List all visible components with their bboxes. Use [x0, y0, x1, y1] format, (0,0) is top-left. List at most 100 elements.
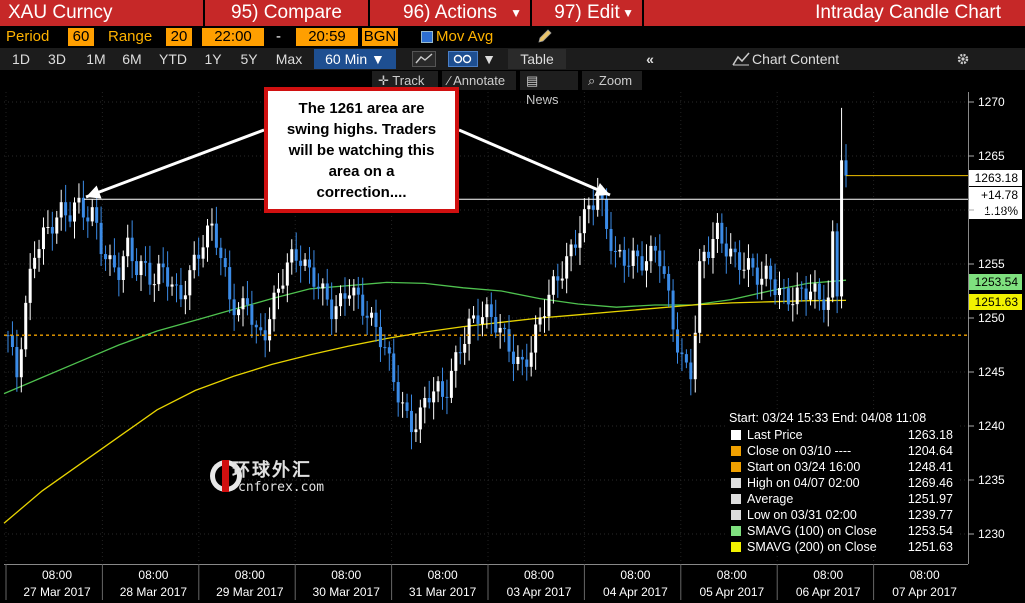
candle-body: [769, 265, 773, 280]
zoom-icon: ⌕: [588, 73, 596, 88]
y-tick-label: 1265: [978, 149, 1005, 163]
candle-body: [152, 284, 156, 286]
candle-body: [166, 267, 170, 287]
tab-1d[interactable]: 1D: [12, 51, 30, 67]
chart-title: Intraday Candle Chart: [644, 0, 1025, 26]
candle-body: [454, 352, 458, 371]
legend-row: SMAVG (200) on Close 1251.63: [729, 539, 955, 555]
table-button[interactable]: Table: [508, 49, 566, 69]
security-field[interactable]: XAU Curncy: [0, 0, 203, 26]
candle-body: [77, 197, 81, 203]
interval-select[interactable]: 60 Min ▼: [314, 49, 396, 69]
candle-body: [95, 207, 99, 223]
actions-menu[interactable]: 96) Actions ▼: [370, 0, 530, 26]
candle-body: [370, 312, 374, 318]
candle-body: [804, 288, 808, 300]
candle-body: [498, 327, 502, 333]
edit-menu[interactable]: 97) Edit ▼: [532, 0, 642, 26]
tab-ytd[interactable]: YTD: [159, 51, 187, 67]
end-time-input[interactable]: 20:59: [296, 28, 358, 46]
range-input[interactable]: 20: [166, 28, 192, 46]
parameter-bar: Period 60 Range 20 22:00 - 20:59 BGN Mov…: [0, 27, 1025, 47]
tab-1y[interactable]: 1Y: [204, 51, 222, 67]
x-tick-time: 08:00: [717, 568, 747, 582]
pct-change-tag: 1.18%: [984, 204, 1018, 218]
watermark: 环球外汇 cnforex.com: [208, 456, 368, 500]
candle-body: [188, 270, 192, 296]
candle-body: [343, 293, 347, 299]
track-tool[interactable]: ✛ Track: [372, 71, 438, 90]
line-chart-icon[interactable]: [412, 51, 436, 67]
candle-body: [19, 349, 23, 378]
tab-3d[interactable]: 3D: [48, 51, 66, 67]
security-label: XAU Curncy: [8, 2, 113, 23]
candle-body: [383, 347, 387, 349]
candle-body: [143, 261, 147, 263]
candle-body: [507, 329, 511, 352]
annotation-line: will be watching this: [288, 141, 435, 159]
candle-body: [671, 290, 675, 330]
candle-body: [130, 237, 134, 262]
tab-1m[interactable]: 1M: [86, 51, 106, 67]
candle-body: [534, 324, 538, 353]
candle-body: [631, 250, 635, 266]
sma100-tag: 1253.54: [975, 275, 1019, 289]
watermark-brand: 环球外汇: [232, 460, 312, 480]
candle-body: [117, 267, 121, 280]
annotation-line: correction....: [316, 183, 407, 201]
legend-row: SMAVG (100) on Close 1253.54: [729, 523, 955, 539]
candle-body: [28, 268, 32, 303]
period-input[interactable]: 60: [68, 28, 94, 46]
candle-body: [773, 279, 777, 296]
chart-content-button[interactable]: Chart Content: [752, 51, 840, 67]
news-tool[interactable]: ▤ News: [520, 71, 578, 107]
gear-icon[interactable]: [956, 52, 970, 66]
compare-button[interactable]: 95) Compare: [205, 0, 368, 26]
x-tick-time: 08:00: [620, 568, 650, 582]
style-caret-down-icon[interactable]: ▼: [482, 51, 496, 67]
candle-body: [751, 258, 755, 268]
candle-body: [112, 255, 116, 268]
mov-avg-label: Mov Avg: [436, 28, 494, 45]
legend-row: Low on 03/31 02:00 1239.77: [729, 507, 955, 523]
candle-body: [636, 250, 640, 257]
mov-avg-checkbox[interactable]: [421, 31, 433, 43]
tab-max[interactable]: Max: [275, 51, 303, 67]
y-tick-label: 1255: [978, 257, 1005, 271]
candle-body: [108, 255, 112, 260]
annotation-line: area on a: [328, 162, 395, 180]
annotate-tool[interactable]: ⁄ Annotate: [442, 71, 516, 90]
candle-body: [197, 254, 201, 259]
tab-6m[interactable]: 6M: [122, 51, 142, 67]
candle-body: [556, 276, 560, 281]
pencil-icon[interactable]: [536, 29, 554, 45]
candle-body: [281, 285, 285, 289]
candle-body: [472, 315, 476, 319]
tab-5y[interactable]: 5Y: [240, 51, 258, 67]
zoom-label: Zoom: [598, 73, 633, 88]
candle-body: [33, 257, 37, 269]
annotate-icon: ⁄: [448, 73, 451, 88]
candle-body: [667, 273, 671, 291]
candle-body: [316, 286, 320, 289]
candle-body: [50, 227, 54, 234]
candles: [6, 107, 848, 450]
zoom-tool[interactable]: ⌕ Zoom: [582, 71, 642, 90]
source-input[interactable]: BGN: [362, 28, 398, 46]
candle-body: [760, 278, 764, 285]
start-time-input[interactable]: 22:00: [202, 28, 264, 46]
candle-style-icon[interactable]: [448, 51, 478, 67]
candle-body: [139, 261, 143, 276]
candle-body: [321, 283, 325, 289]
collapse-icon[interactable]: «: [646, 51, 654, 67]
candle-body: [37, 249, 41, 258]
candle-body: [210, 223, 214, 226]
candle-body: [529, 352, 533, 367]
actions-label: 96) Actions: [403, 2, 497, 23]
period-label: Period: [6, 28, 50, 45]
candle-body: [463, 343, 467, 353]
candle-body: [485, 304, 489, 318]
candle-body: [73, 202, 77, 222]
candle-body: [489, 304, 493, 317]
